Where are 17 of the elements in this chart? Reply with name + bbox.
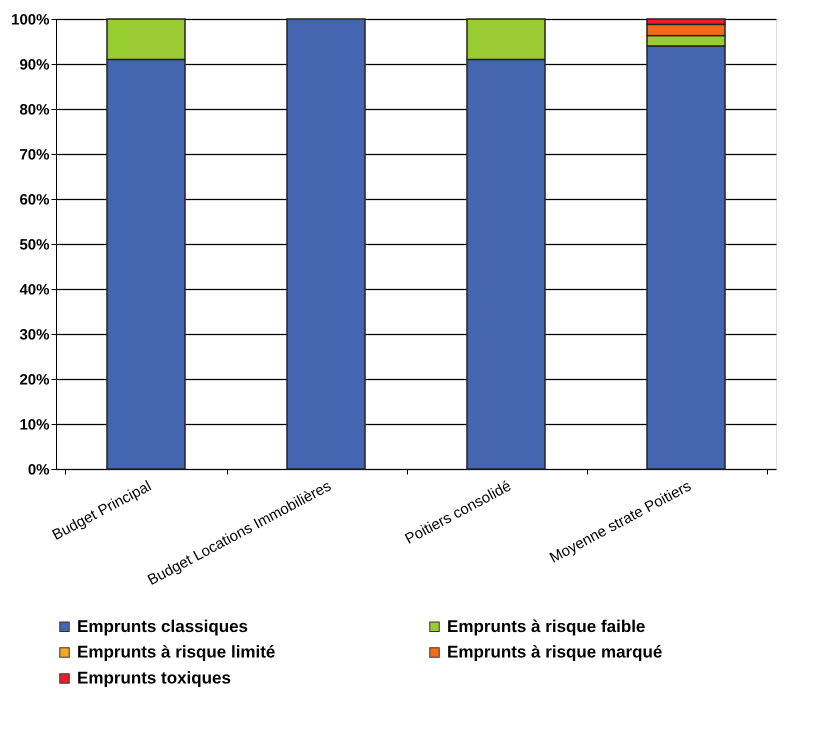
- bar: [286, 18, 366, 470]
- y-tick-label: 10%: [19, 416, 50, 434]
- legend-label: Emprunts classiques: [77, 616, 248, 636]
- y-tick-label: 40%: [19, 282, 50, 298]
- legend-label: Emprunts à risque limité: [77, 642, 276, 662]
- y-tick-label: 100%: [11, 12, 50, 28]
- y-tick-label: 80%: [19, 102, 50, 118]
- y-tick-label: 30%: [19, 326, 50, 344]
- y-tick-label: 50%: [19, 236, 50, 254]
- y-tick-label: 90%: [19, 56, 50, 74]
- y-tick-label: 20%: [19, 372, 50, 388]
- legend-label: Emprunts toxiques: [77, 668, 231, 688]
- legend-label: Emprunts à risque marqué: [447, 642, 662, 662]
- y-tick-label: 60%: [19, 192, 50, 208]
- y-tick-label: 70%: [19, 146, 50, 164]
- y-tick-label: 0%: [28, 462, 50, 478]
- legend-label: Emprunts à risque faible: [447, 616, 646, 636]
